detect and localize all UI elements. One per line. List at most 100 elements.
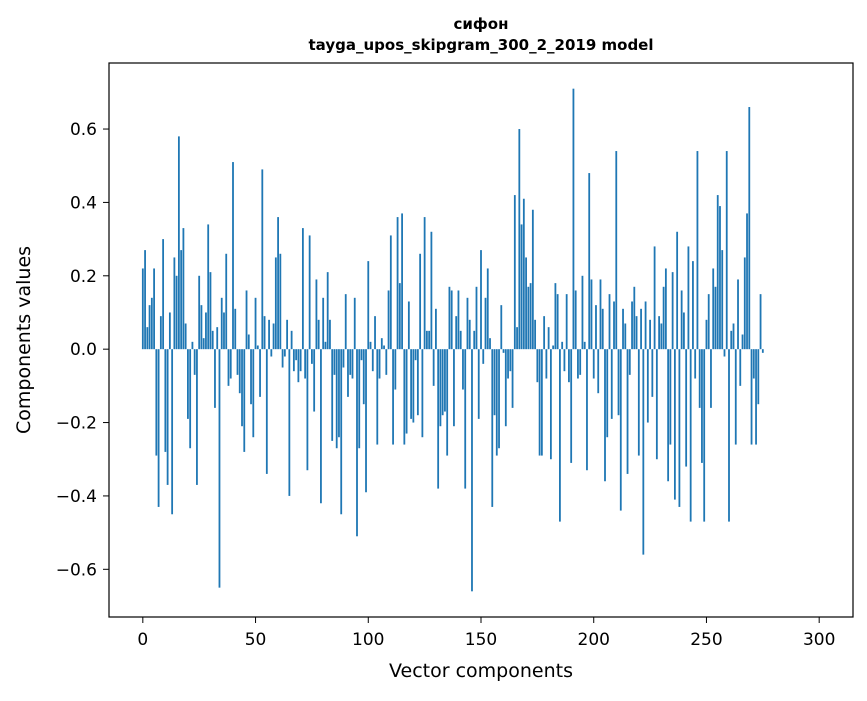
bar	[570, 349, 573, 463]
bar	[297, 349, 300, 383]
bar	[637, 349, 640, 456]
bar	[286, 319, 289, 350]
bar	[608, 294, 611, 350]
bar	[299, 349, 302, 372]
bar	[214, 349, 216, 408]
bar	[338, 349, 340, 438]
x-axis-ticks: 0 50 100 150 200 250 300	[137, 617, 835, 650]
bar	[398, 283, 401, 350]
bar	[543, 316, 546, 350]
bar	[662, 286, 665, 350]
bar	[164, 349, 167, 452]
bar	[509, 349, 512, 372]
bar	[423, 217, 426, 350]
bar	[448, 286, 451, 350]
bar	[254, 297, 257, 350]
bar	[464, 349, 467, 489]
bar	[288, 349, 291, 496]
bar	[180, 250, 183, 350]
bar	[741, 334, 744, 350]
bar	[595, 305, 597, 350]
bar	[229, 349, 232, 379]
bar	[624, 323, 627, 350]
bar	[362, 349, 365, 405]
bar	[168, 312, 171, 350]
bar	[651, 349, 654, 397]
bar	[351, 349, 354, 379]
bar	[250, 349, 252, 405]
chart-subtitle: tayga_upos_skipgram_300_2_2019 model	[309, 36, 654, 54]
bar	[403, 349, 406, 445]
bar	[586, 349, 588, 471]
bar	[263, 316, 266, 350]
bar	[552, 345, 555, 350]
y-tick-label: 0.2	[70, 267, 97, 287]
bar	[518, 129, 521, 350]
bar	[378, 349, 381, 379]
bar	[750, 349, 753, 445]
bar	[565, 294, 568, 350]
bar	[453, 349, 455, 427]
bar	[725, 151, 728, 350]
bar	[360, 349, 363, 361]
y-tick-label: 0.4	[70, 193, 97, 213]
bar	[444, 349, 446, 412]
bar	[660, 323, 663, 350]
bar	[471, 349, 473, 592]
bar	[678, 349, 681, 507]
bar	[486, 268, 489, 350]
y-tick-label: 0.0	[70, 340, 97, 360]
bar	[757, 349, 760, 405]
bar	[435, 308, 437, 350]
bar	[295, 349, 298, 361]
bar	[707, 294, 710, 350]
bar	[202, 338, 205, 350]
bar	[313, 349, 316, 412]
bar	[491, 349, 494, 507]
bar	[759, 294, 762, 350]
bar	[547, 327, 550, 350]
bar	[534, 319, 537, 350]
bar	[380, 338, 383, 350]
bar	[396, 217, 399, 350]
bar	[220, 297, 223, 350]
bar	[322, 297, 325, 350]
bar	[644, 301, 647, 350]
bar	[755, 349, 757, 445]
bar	[320, 349, 322, 504]
bar	[324, 341, 327, 350]
bar	[498, 349, 500, 449]
bar	[554, 283, 557, 350]
bar	[236, 349, 239, 375]
bar	[141, 268, 144, 350]
y-axis-ticks: −0.6 −0.4 −0.2 0.0 0.2 0.4 0.6	[56, 120, 109, 580]
bar	[520, 224, 523, 350]
bar	[450, 290, 453, 350]
bar	[317, 319, 320, 350]
bar	[604, 349, 606, 482]
bar	[175, 275, 178, 350]
bar	[545, 349, 548, 379]
bar	[705, 319, 708, 350]
bar	[209, 272, 212, 350]
bar	[211, 330, 214, 350]
bar	[241, 349, 243, 427]
x-tick-label: 0	[137, 630, 148, 650]
bar	[664, 268, 667, 350]
bar	[259, 349, 261, 397]
x-tick-label: 300	[803, 630, 835, 650]
bar	[387, 290, 390, 350]
bar	[153, 268, 155, 350]
bar	[177, 136, 180, 350]
bar	[301, 228, 304, 350]
bar	[531, 209, 534, 350]
bar	[687, 246, 690, 350]
bar	[689, 349, 692, 522]
bar	[631, 301, 633, 350]
bar	[743, 257, 746, 350]
bar	[730, 330, 733, 350]
bar	[561, 341, 564, 350]
bar	[207, 224, 210, 350]
